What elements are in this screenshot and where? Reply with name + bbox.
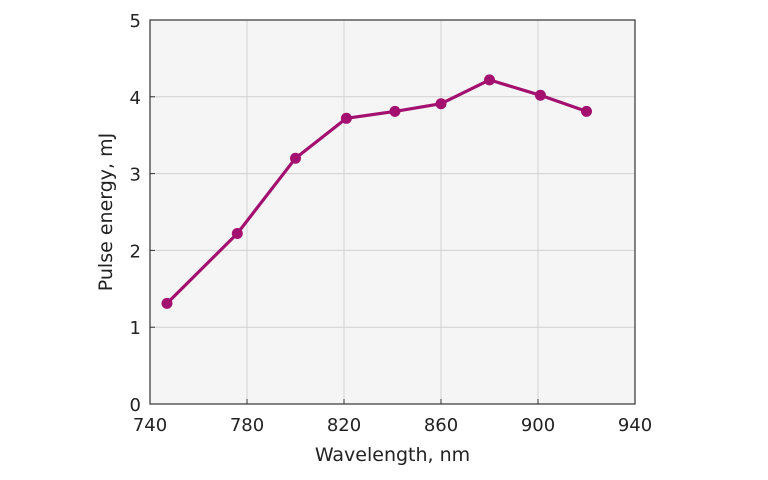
x-tick-label: 940 bbox=[618, 415, 652, 436]
y-tick-label: 1 bbox=[130, 318, 141, 339]
series-layer bbox=[161, 74, 592, 309]
y-tick-label: 3 bbox=[130, 165, 141, 186]
data-point bbox=[340, 112, 352, 124]
x-axis-label: Wavelength, nm bbox=[315, 444, 470, 466]
data-point bbox=[161, 297, 173, 309]
x-tick-label: 820 bbox=[327, 415, 361, 436]
data-point bbox=[231, 228, 243, 240]
x-tick-label: 740 bbox=[133, 415, 167, 436]
data-point bbox=[534, 89, 546, 101]
data-point bbox=[435, 98, 447, 110]
data-point bbox=[389, 105, 401, 117]
data-point bbox=[484, 74, 495, 86]
data-point bbox=[290, 152, 301, 164]
x-tick-label: 860 bbox=[424, 415, 458, 436]
plot-area bbox=[150, 20, 635, 404]
y-tick-label: 2 bbox=[130, 241, 141, 262]
grid bbox=[150, 20, 635, 404]
plot-frame bbox=[149, 19, 636, 405]
axis-ticks: 740 780 820 860 900 940 0 1 2 3 4 5 bbox=[130, 11, 653, 436]
data-point bbox=[581, 105, 592, 117]
y-tick-label: 4 bbox=[130, 88, 141, 109]
y-tick-label: 5 bbox=[130, 11, 141, 32]
y-axis-label: Pulse energy, mJ bbox=[95, 133, 117, 291]
x-tick-label: 780 bbox=[230, 415, 264, 436]
y-tick-label: 0 bbox=[130, 395, 141, 416]
x-tick-label: 900 bbox=[521, 415, 555, 436]
